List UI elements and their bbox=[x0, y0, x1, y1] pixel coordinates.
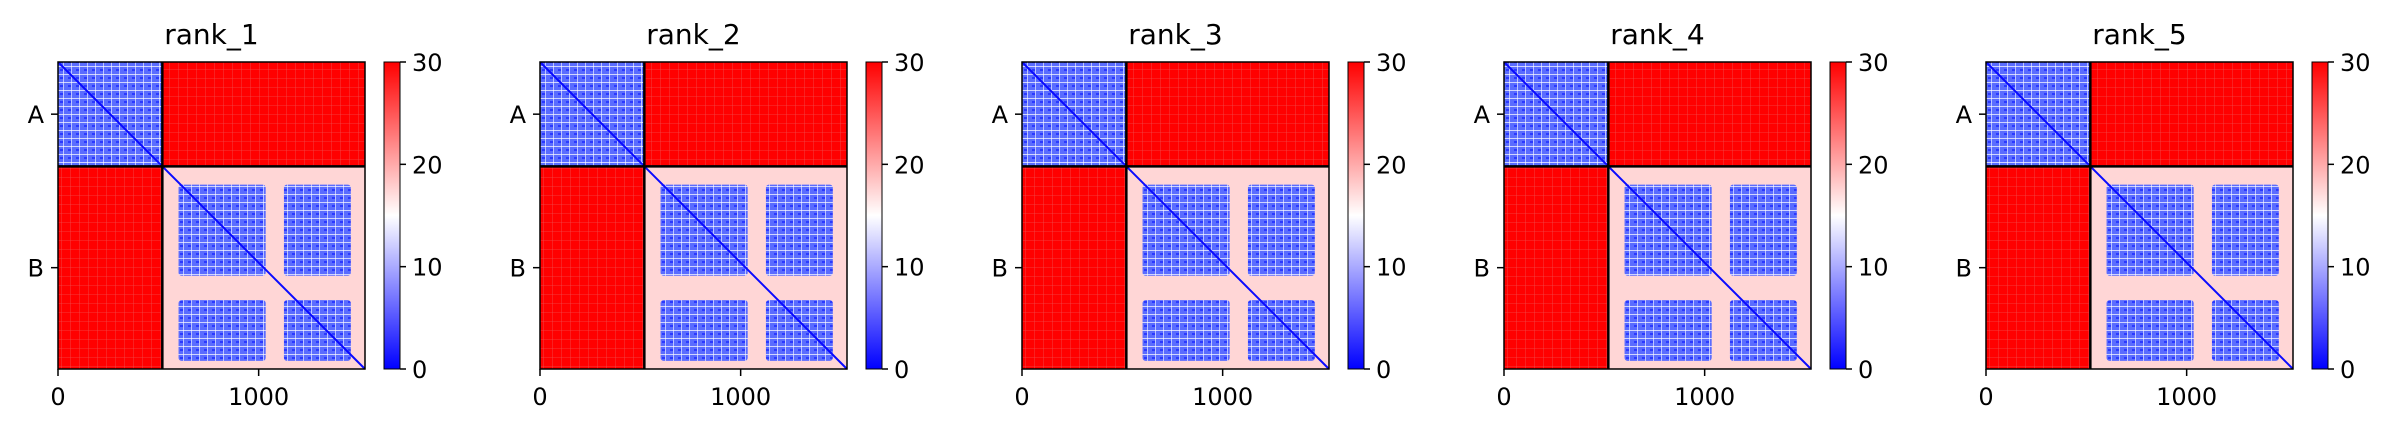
x-tick-label: 0 bbox=[1014, 383, 1029, 411]
chain-b-domain-1 bbox=[1142, 184, 1230, 276]
plot-frame bbox=[1021, 61, 1330, 370]
chain-b-domain-4 bbox=[283, 300, 351, 361]
colorbar-tick-label: 0 bbox=[2340, 356, 2355, 384]
chart-title: rank_5 bbox=[2092, 18, 2186, 51]
x-tick-label: 0 bbox=[50, 383, 65, 411]
chain-b-domain-4 bbox=[1729, 300, 1797, 361]
colorbar-tick-label: 20 bbox=[2340, 151, 2371, 179]
diagonal bbox=[1021, 61, 1330, 370]
y-tick-label: B bbox=[992, 255, 1008, 283]
chain-b-domain-3 bbox=[2106, 300, 2194, 361]
chain-b-domain-1 bbox=[178, 184, 266, 276]
chart-title: rank_1 bbox=[164, 18, 258, 51]
chain-b-domain-1 bbox=[1624, 184, 1712, 276]
colorbar bbox=[865, 61, 883, 370]
x-tick-label: 1000 bbox=[1192, 383, 1253, 411]
heatmap-panel-1: rank_1 0 1000 A B 0 10 20 30 bbox=[28, 18, 443, 411]
x-tick-label: 0 bbox=[532, 383, 547, 411]
colorbar-tick-label: 0 bbox=[894, 356, 909, 384]
chain-b-domain-4 bbox=[1247, 300, 1315, 361]
y-tick-label: B bbox=[1956, 255, 1972, 283]
colorbar-tick-label: 30 bbox=[1376, 49, 1407, 77]
y-tick-label: B bbox=[28, 255, 44, 283]
plot-frame bbox=[57, 61, 366, 370]
colorbar-tick-label: 10 bbox=[1376, 254, 1407, 282]
diagonal bbox=[1503, 61, 1812, 370]
colorbar-tick-label: 10 bbox=[1858, 254, 1889, 282]
heatmap-panel-4: rank_4 0 1000 A B 0 10 20 30 bbox=[1474, 18, 1889, 411]
colorbar-tick-label: 20 bbox=[1858, 151, 1889, 179]
colorbar-tick-label: 10 bbox=[2340, 254, 2371, 282]
y-tick-label: B bbox=[510, 255, 526, 283]
colorbar-tick-label: 0 bbox=[412, 356, 427, 384]
chain-b-domain-1 bbox=[660, 184, 748, 276]
heatmap-panel-2: rank_2 0 1000 A B 0 10 20 30 bbox=[510, 18, 925, 411]
chain-b-domain-4 bbox=[2211, 300, 2279, 361]
chain-b-domain-3 bbox=[178, 300, 266, 361]
chart-title: rank_4 bbox=[1610, 18, 1704, 51]
chain-b-domain-4 bbox=[765, 300, 833, 361]
chain-b-domain-2 bbox=[2211, 184, 2279, 276]
y-tick-label: A bbox=[510, 101, 527, 129]
x-tick-label: 0 bbox=[1978, 383, 1993, 411]
diagonal bbox=[57, 61, 366, 370]
colorbar-tick-label: 30 bbox=[894, 49, 925, 77]
x-tick-label: 0 bbox=[1496, 383, 1511, 411]
colorbar-tick-label: 10 bbox=[412, 254, 443, 282]
colorbar bbox=[383, 61, 401, 370]
plot-frame bbox=[1503, 61, 1812, 370]
chart-title: rank_3 bbox=[1128, 18, 1222, 51]
chain-b-domain-3 bbox=[660, 300, 748, 361]
colorbar bbox=[1829, 61, 1847, 370]
colorbar-tick-label: 10 bbox=[894, 254, 925, 282]
colorbar-tick-label: 0 bbox=[1376, 356, 1391, 384]
heatmap-panel-3: rank_3 0 1000 A B 0 10 20 30 bbox=[992, 18, 1407, 411]
colorbar-tick-label: 20 bbox=[412, 151, 443, 179]
chain-b-domain-1 bbox=[2106, 184, 2194, 276]
chart-title: rank_2 bbox=[646, 18, 740, 51]
colorbar-tick-label: 0 bbox=[1858, 356, 1873, 384]
colorbar-tick-label: 20 bbox=[1376, 151, 1407, 179]
x-tick-label: 1000 bbox=[1674, 383, 1735, 411]
plot-frame bbox=[1985, 61, 2294, 370]
x-tick-label: 1000 bbox=[2156, 383, 2217, 411]
chain-b-domain-2 bbox=[1247, 184, 1315, 276]
colorbar bbox=[2311, 61, 2329, 370]
colorbar-tick-label: 30 bbox=[1858, 49, 1889, 77]
chain-b-domain-2 bbox=[765, 184, 833, 276]
colorbar-tick-label: 20 bbox=[894, 151, 925, 179]
chain-b-domain-3 bbox=[1142, 300, 1230, 361]
chain-b-domain-2 bbox=[1729, 184, 1797, 276]
diagonal bbox=[539, 61, 848, 370]
y-tick-label: A bbox=[28, 101, 45, 129]
y-tick-label: A bbox=[1956, 101, 1973, 129]
plot-frame bbox=[539, 61, 848, 370]
y-tick-label: A bbox=[1474, 101, 1491, 129]
x-tick-label: 1000 bbox=[710, 383, 771, 411]
chain-b-domain-3 bbox=[1624, 300, 1712, 361]
y-tick-label: B bbox=[1474, 255, 1490, 283]
x-tick-label: 1000 bbox=[228, 383, 289, 411]
diagonal bbox=[1985, 61, 2294, 370]
heatmap-panel-5: rank_5 0 1000 A B 0 10 20 30 bbox=[1956, 18, 2371, 411]
chain-b-domain-2 bbox=[283, 184, 351, 276]
colorbar bbox=[1347, 61, 1365, 370]
colorbar-tick-label: 30 bbox=[412, 49, 443, 77]
colorbar-tick-label: 30 bbox=[2340, 49, 2371, 77]
y-tick-label: A bbox=[992, 101, 1009, 129]
